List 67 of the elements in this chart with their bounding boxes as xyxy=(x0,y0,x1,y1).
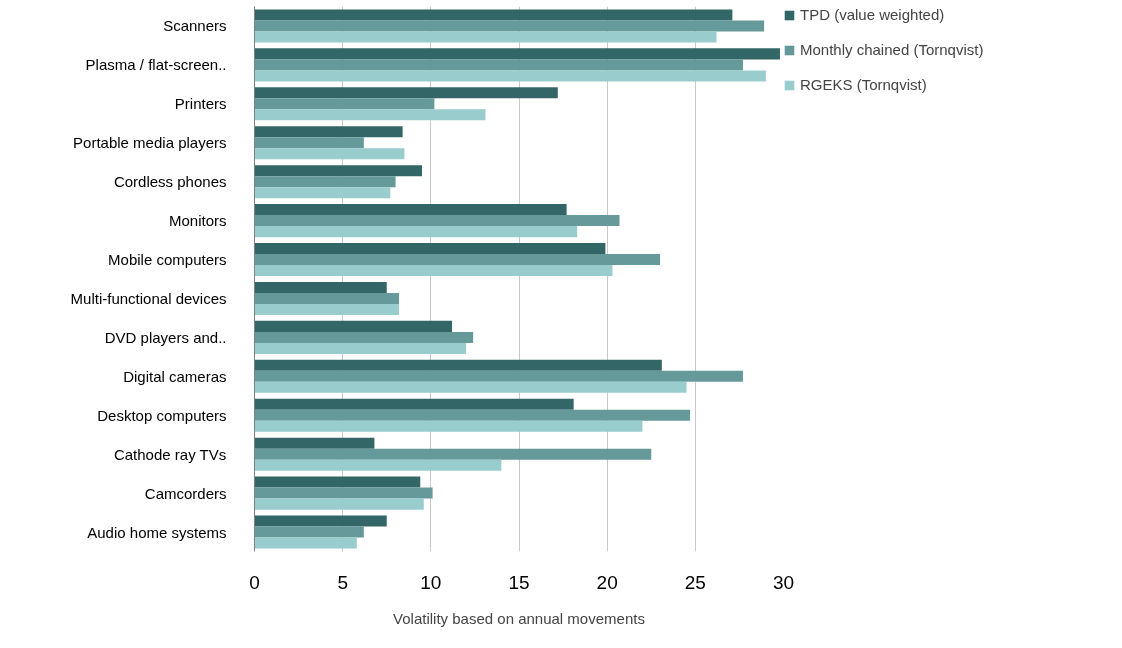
bar xyxy=(254,498,424,510)
bar xyxy=(254,459,502,471)
y-tick-label: Cordless phones xyxy=(113,173,227,191)
bar xyxy=(254,370,743,382)
bar xyxy=(254,165,423,177)
bar xyxy=(254,87,558,99)
bar xyxy=(254,359,662,371)
y-tick-label: Digital cameras xyxy=(123,367,227,385)
bar xyxy=(254,409,691,421)
bar xyxy=(254,281,387,293)
y-tick-label: Plasma / flat-screen.. xyxy=(85,56,227,74)
bar xyxy=(254,331,474,343)
y-tick-label: Audio home systems xyxy=(87,523,227,541)
bar xyxy=(254,537,357,549)
bar xyxy=(254,70,766,82)
bar xyxy=(254,20,765,32)
x-tick-label: 10 xyxy=(420,571,442,593)
y-tick-label: Desktop computers xyxy=(97,406,227,424)
bar xyxy=(254,526,364,538)
bar xyxy=(254,420,643,432)
bar xyxy=(254,31,717,43)
legend-label: TPD (value weighted) xyxy=(800,6,945,23)
bar xyxy=(254,215,620,227)
x-tick-label: 20 xyxy=(596,571,618,593)
bar xyxy=(254,476,421,488)
bar xyxy=(254,320,452,332)
bar xyxy=(254,254,661,266)
x-tick-label: 0 xyxy=(249,571,260,593)
bar xyxy=(254,487,433,499)
y-tick-label: Mobile computers xyxy=(108,251,227,269)
bar xyxy=(254,226,578,238)
bar xyxy=(254,398,574,410)
bar xyxy=(254,448,652,460)
bar xyxy=(254,303,400,316)
bar xyxy=(254,48,780,60)
bar xyxy=(254,59,743,71)
x-axis-title: Volatility based on annual movements xyxy=(393,609,645,627)
bar xyxy=(254,148,405,160)
x-tick-label: 15 xyxy=(508,571,530,593)
bar xyxy=(254,265,613,277)
bar xyxy=(254,342,467,354)
y-tick-label: Cathode ray TVs xyxy=(113,445,227,463)
y-tick-label: Multi-functional devices xyxy=(70,289,227,307)
bar xyxy=(254,381,687,393)
x-tick-label: 25 xyxy=(684,571,706,593)
bar xyxy=(254,9,733,21)
y-tick-label: Camcorders xyxy=(144,484,227,502)
y-tick-label: Scanners xyxy=(163,17,227,35)
bar xyxy=(254,126,403,138)
x-tick-label: 30 xyxy=(772,571,795,593)
y-tick-label: Monitors xyxy=(168,212,227,230)
x-tick-label: 5 xyxy=(337,571,348,593)
bar xyxy=(254,98,435,110)
y-tick-label: Printers xyxy=(174,95,227,113)
legend-label: Monthly chained (Tornqvist) xyxy=(800,41,984,58)
bar xyxy=(254,292,400,304)
bar xyxy=(254,187,391,199)
bar xyxy=(254,109,486,121)
bar xyxy=(254,176,396,188)
legend-label: RGEKS (Tornqvist) xyxy=(800,76,927,93)
bar xyxy=(254,242,606,255)
y-tick-label: Portable media players xyxy=(73,134,227,152)
y-tick-label: DVD players and.. xyxy=(104,328,227,346)
bar xyxy=(254,515,387,527)
bar xyxy=(254,437,375,449)
bar xyxy=(254,137,364,149)
bar xyxy=(254,204,567,216)
